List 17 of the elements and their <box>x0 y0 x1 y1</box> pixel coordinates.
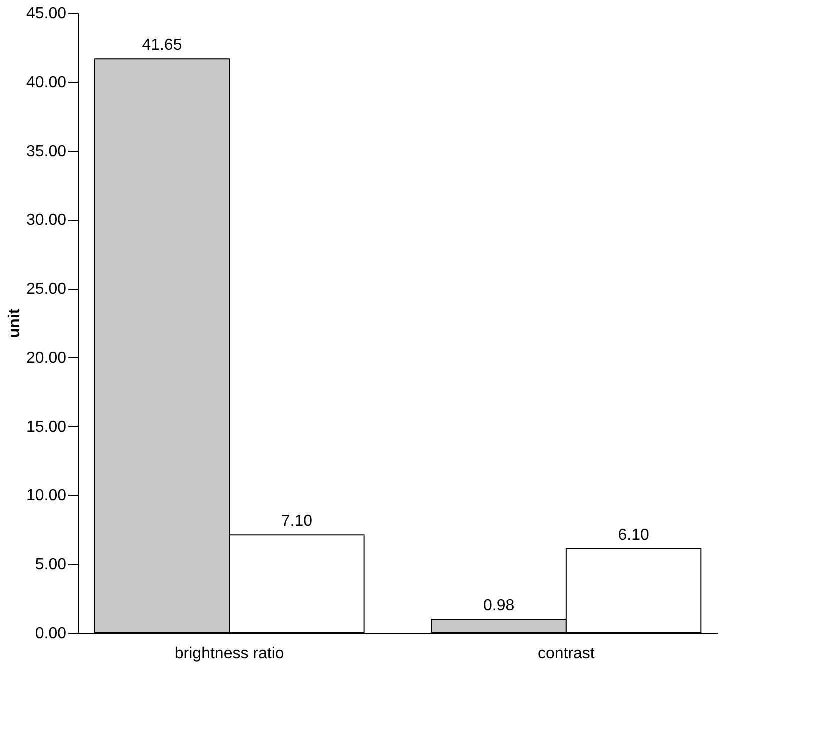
y-tick-label: 35.00 <box>26 143 67 160</box>
y-tick-label: 10.00 <box>26 488 67 505</box>
y-tick-label: 40.00 <box>26 74 67 92</box>
data-label: 7.10 <box>281 513 313 530</box>
y-tick-label: 30.00 <box>26 212 67 230</box>
y-axis-title: unit <box>6 308 24 338</box>
y-tick-label: 5.00 <box>35 556 67 574</box>
y-tick-label: 25.00 <box>26 281 67 298</box>
data-label: 6.10 <box>618 526 650 544</box>
y-tick-label: 15.00 <box>26 418 67 436</box>
y-tick-label: 20.00 <box>26 350 67 367</box>
data-label: 41.65 <box>142 37 182 54</box>
y-tick-label: 45.00 <box>26 6 67 22</box>
x-tick-label: contrast <box>538 646 596 662</box>
x-tick-label: brightness ratio <box>174 646 284 662</box>
data-label: 0.98 <box>483 598 515 614</box>
y-tick-label: 0.00 <box>35 626 67 642</box>
